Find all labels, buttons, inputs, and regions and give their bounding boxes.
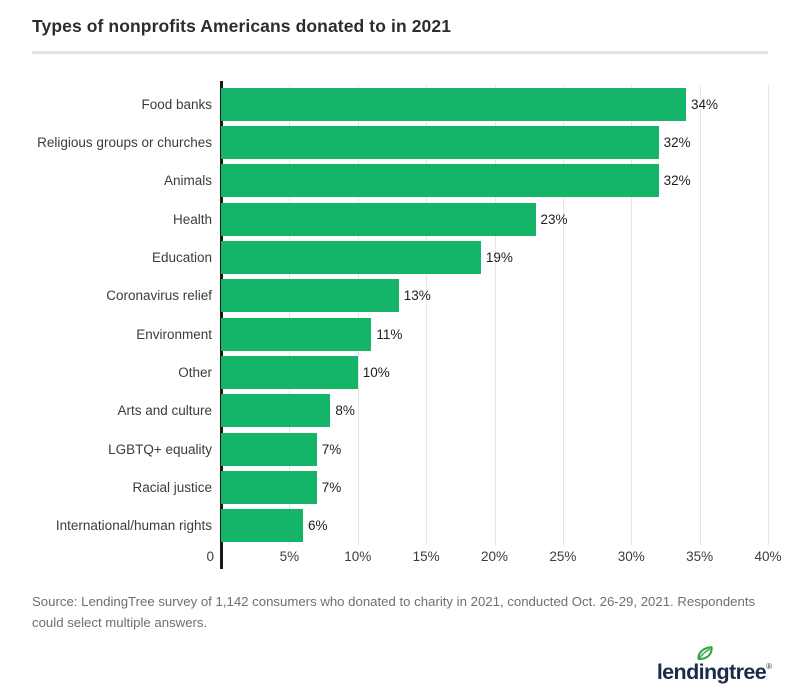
- category-label: Animals: [163, 173, 212, 189]
- value-label: 11%: [376, 326, 403, 342]
- value-label: 13%: [403, 288, 431, 304]
- logo-wordmark: lendingtree: [656, 660, 767, 684]
- bar-row: 32%: [221, 123, 768, 161]
- x-tick-label: 15%: [412, 549, 440, 564]
- bar: [221, 240, 481, 274]
- x-axis-ticks: 0 5% 10% 15% 20% 25% 30% 35% 40%: [206, 549, 781, 567]
- bar-row: 19%: [221, 238, 768, 276]
- category-label: International/human rights: [55, 518, 212, 534]
- bar: [221, 509, 304, 543]
- x-tick-label: 5%: [279, 549, 300, 564]
- bar: [221, 355, 358, 389]
- x-tick-label: 30%: [617, 549, 645, 564]
- value-label: 23%: [540, 211, 568, 227]
- category-label: Other: [178, 364, 212, 380]
- bar: [221, 394, 331, 428]
- bar-row: 32%: [221, 162, 768, 200]
- category-label: Religious groups or churches: [37, 134, 212, 150]
- value-label: 7%: [321, 441, 342, 457]
- bar-rows: 34% 32% 32% 23% 19% 13% 11% 10% 8% 7% 7% 6%: [221, 85, 768, 545]
- value-label: 8%: [335, 403, 355, 419]
- bar-row: 6%: [221, 507, 768, 545]
- value-label: 32%: [663, 134, 691, 150]
- bar-row: 8%: [221, 392, 768, 430]
- x-tick-label: 35%: [686, 549, 714, 564]
- category-label: Racial justice: [132, 479, 212, 495]
- value-label: 10%: [362, 364, 390, 380]
- leaf-icon: [697, 646, 713, 660]
- bar: [221, 470, 317, 504]
- x-tick-label: 25%: [549, 549, 577, 564]
- x-tick-label: 40%: [754, 549, 782, 564]
- bar-row: 13%: [221, 277, 768, 315]
- gridline: [768, 85, 769, 545]
- bar: [221, 202, 536, 236]
- x-tick-label: 0: [206, 549, 214, 564]
- source-note: Source: LendingTree survey of 1,142 cons…: [32, 594, 756, 630]
- chart-title: Types of nonprofits Americans donated to…: [32, 16, 452, 36]
- bar-row: 11%: [221, 315, 768, 353]
- category-label: Environment: [136, 326, 212, 342]
- bar-chart: Food banks Religious groups or churches An…: [32, 81, 782, 569]
- category-label: Education: [151, 249, 212, 265]
- bar-row: 7%: [221, 430, 768, 468]
- bar-row: 10%: [221, 353, 768, 391]
- bar-row: 34%: [221, 85, 768, 123]
- category-label: Coronavirus relief: [106, 288, 212, 304]
- registered-trademark: ®: [766, 662, 772, 671]
- bar: [221, 279, 399, 313]
- bar: [221, 432, 317, 466]
- bar: [221, 125, 659, 159]
- bar-row: 23%: [221, 200, 768, 238]
- plot-area: 34% 32% 32% 23% 19% 13% 11% 10% 8% 7% 7% 6% 0 5% 10% 1…: [206, 81, 782, 569]
- bar: [221, 164, 659, 198]
- x-tick-label: 10%: [344, 549, 372, 564]
- title-divider: [32, 51, 768, 54]
- category-label: Food banks: [141, 96, 212, 112]
- value-label: 6%: [308, 518, 328, 534]
- value-label: 7%: [321, 479, 342, 495]
- bar: [221, 317, 372, 351]
- category-label: Health: [172, 211, 212, 227]
- category-label: LGBTQ+ equality: [108, 441, 212, 457]
- value-label: 19%: [485, 249, 513, 265]
- x-tick-label: 20%: [480, 549, 509, 564]
- category-labels: Food banks Religious groups or churches An…: [32, 85, 212, 545]
- category-label: Arts and culture: [117, 403, 212, 419]
- value-label: 34%: [690, 96, 718, 112]
- bar-row: 7%: [221, 468, 768, 506]
- bar: [221, 87, 686, 121]
- value-label: 32%: [663, 173, 691, 189]
- lendingtree-logo: lendingtree®: [656, 646, 772, 689]
